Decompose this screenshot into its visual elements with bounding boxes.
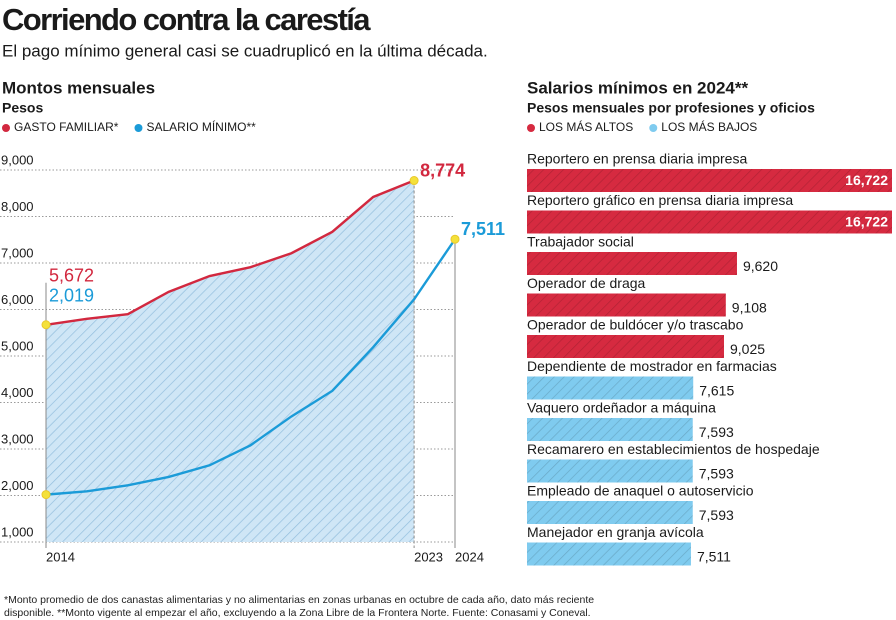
x-tick-label: 2023: [414, 549, 443, 564]
bar: [527, 252, 737, 275]
y-tick-label: 9,000: [1, 152, 34, 167]
bar: [527, 376, 694, 400]
y-tick-label: 8,000: [1, 199, 34, 214]
footnote: *Monto promedio de dos canastas alimenta…: [4, 594, 595, 619]
data-label: 9,025: [730, 341, 765, 357]
bar: [527, 210, 892, 234]
category-label: Empleado de anaquel o autoservicio: [527, 483, 754, 499]
x-tick-label: 2024: [455, 549, 484, 564]
bar: [527, 542, 691, 566]
legend-label: GASTO FAMILIAR*: [14, 120, 119, 134]
chart-title: Salarios mínimos en 2024**: [527, 78, 748, 97]
legend-label: LOS MÁS BAJOS: [661, 119, 757, 134]
data-label: 7,593: [699, 507, 734, 523]
bar: [527, 169, 892, 192]
point-marker: [41, 320, 51, 330]
bar: [527, 335, 724, 358]
data-label: 7,593: [699, 466, 734, 482]
x-tick-label: 2014: [46, 549, 75, 564]
data-label: 16,722: [845, 172, 888, 188]
bar: [527, 501, 693, 524]
category-label: Vaquero ordeñador a máquina: [527, 400, 716, 416]
legend-marker: [2, 124, 10, 132]
data-label: 7,593: [699, 424, 734, 440]
data-label: 7,615: [699, 383, 734, 399]
data-label: 16,722: [845, 214, 888, 230]
category-label: Reportero en prensa diaria impresa: [527, 151, 747, 167]
legend-label: LOS MÁS ALTOS: [539, 119, 633, 134]
page-subtitle: El pago mínimo general casi se cuadrupli…: [2, 41, 488, 60]
chart-title: Montos mensuales: [2, 78, 155, 97]
chart: Corriendo contra la carestía El pago mín…: [0, 2, 892, 566]
bar: [527, 293, 726, 317]
line: [45, 179, 415, 326]
category-label: Reportero gráfico en prensa diaria impre…: [527, 192, 793, 208]
data-label: 5,672: [49, 266, 94, 286]
y-tick-label: 4,000: [1, 385, 34, 400]
data-label: 2,019: [49, 286, 94, 306]
category-label: Manejador en granja avícola: [527, 524, 704, 540]
y-tick-label: 6,000: [1, 292, 34, 307]
bar: [527, 418, 693, 441]
area: [46, 180, 415, 542]
page-title: Corriendo contra la carestía: [2, 2, 371, 37]
legend-label: SALARIO MÍNIMO**: [146, 119, 256, 134]
y-axis-label: Pesos: [2, 100, 43, 116]
legend-marker: [649, 124, 658, 132]
point-marker: [450, 234, 460, 244]
chart-subtitle: Pesos mensuales por profesiones y oficio…: [527, 100, 815, 116]
legend-marker: [134, 124, 143, 132]
category-label: Trabajador social: [527, 234, 634, 250]
category-label: Dependiente de mostrador en farmacias: [527, 358, 777, 374]
line: [45, 238, 456, 496]
category-label: Operador de buldócer y/o trascabo: [527, 317, 744, 333]
y-tick-label: 7,000: [1, 245, 34, 260]
data-label: 7,511: [697, 549, 731, 565]
bar: [527, 459, 693, 483]
category-label: Recamarero en establecimientos de hosped…: [527, 441, 820, 457]
data-label: 9,108: [732, 300, 767, 316]
point-marker: [409, 176, 419, 186]
data-label: 7,511: [461, 219, 505, 239]
data-label: 8,774: [420, 160, 465, 180]
legend-marker: [527, 124, 535, 132]
y-tick-label: 5,000: [1, 338, 34, 353]
data-label: 9,620: [743, 258, 778, 274]
y-tick-label: 3,000: [1, 431, 34, 446]
point-marker: [41, 490, 51, 500]
y-tick-label: 1,000: [1, 524, 34, 539]
category-label: Operador de draga: [527, 275, 646, 291]
y-tick-label: 2,000: [1, 478, 34, 493]
